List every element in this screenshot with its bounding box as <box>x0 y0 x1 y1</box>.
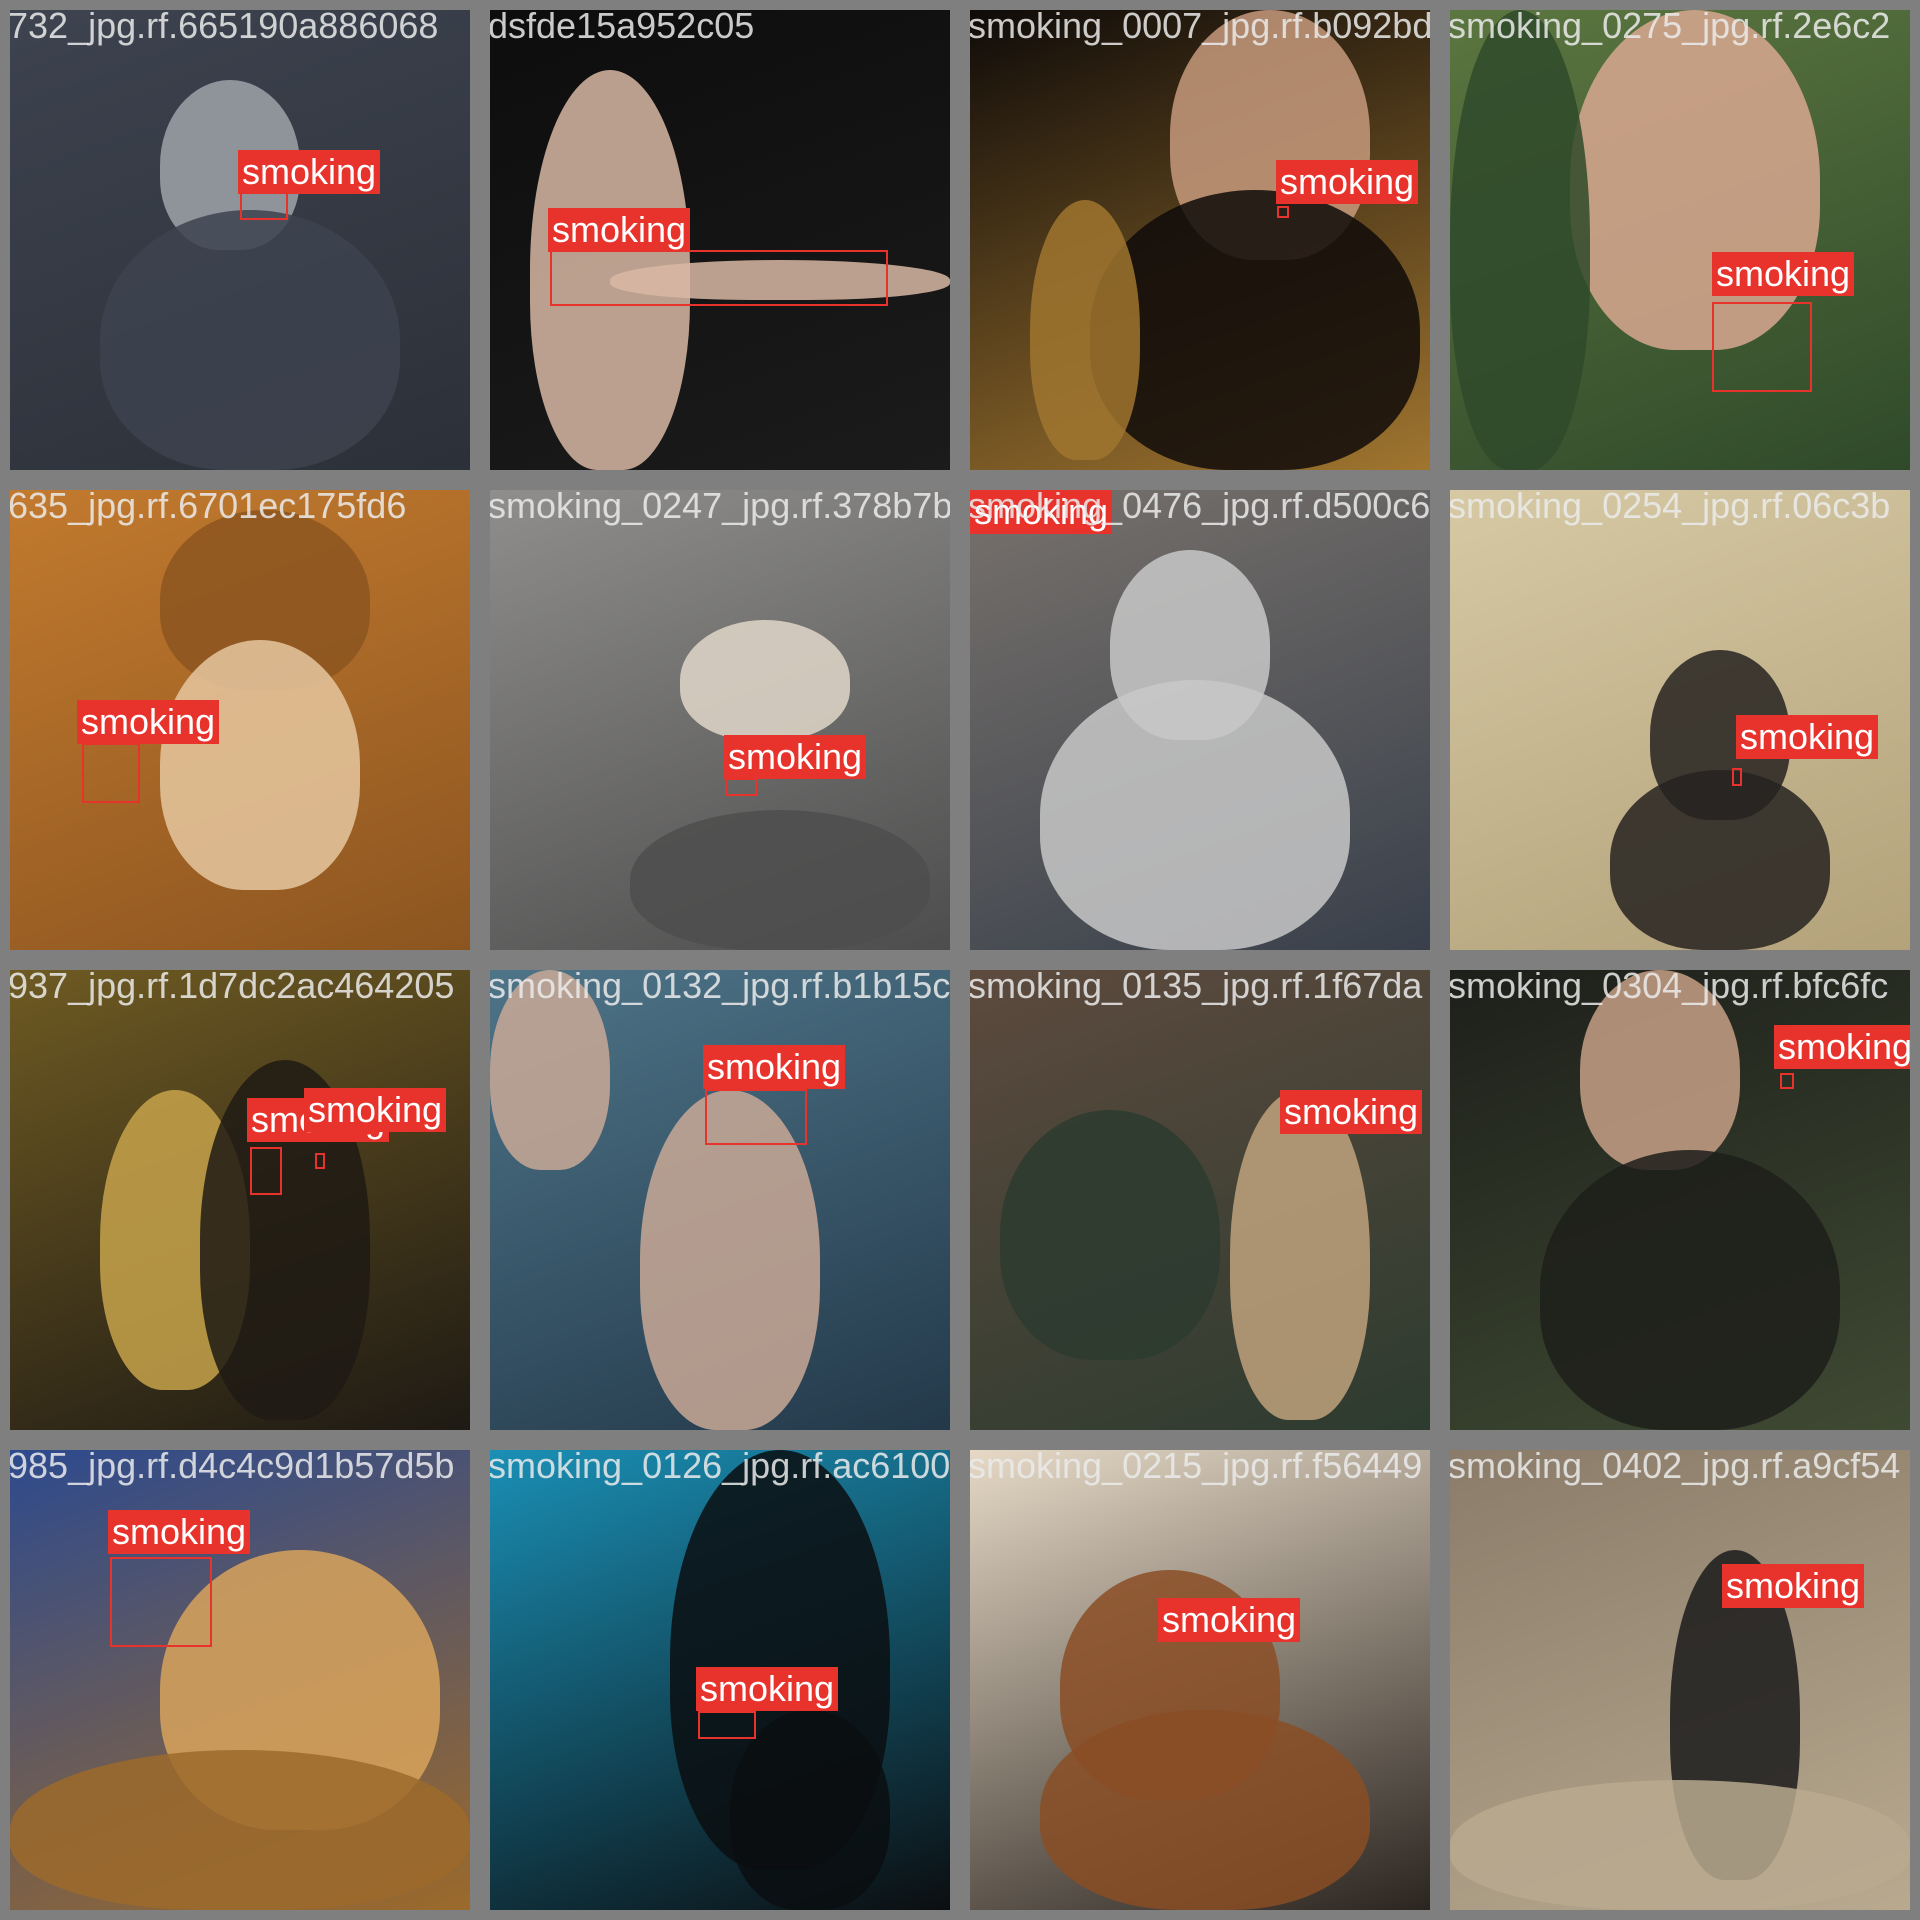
detection-box <box>550 250 888 306</box>
image-tile: smoking 732_jpg.rf.665190a886068 <box>10 10 470 470</box>
photo-region <box>610 260 950 300</box>
photo-region <box>1610 770 1830 950</box>
tile-photo <box>490 1450 950 1910</box>
photo-region <box>1450 1780 1910 1910</box>
detection-label: smoking <box>1280 1090 1423 1134</box>
tile-photo <box>970 1450 1430 1910</box>
photo-region <box>630 810 930 950</box>
detection-label: smoking <box>724 735 867 779</box>
image-tile: smoking 635_jpg.rf.6701ec175fd6 <box>10 490 470 950</box>
photo-region <box>1040 1710 1370 1910</box>
tile-photo <box>10 1450 470 1910</box>
tile-photo <box>490 490 950 950</box>
photo-region <box>1090 190 1420 470</box>
detection-label: smoking <box>1774 1025 1910 1069</box>
image-tile: smoking smoking_0007_jpg.rf.b092bd <box>970 10 1430 470</box>
detection-label: smoking <box>703 1045 846 1089</box>
image-tile: smoking smoking_0402_jpg.rf.a9cf54 <box>1450 1450 1910 1910</box>
detection-label: smoking <box>77 700 220 744</box>
detection-label: smoking <box>304 1088 447 1132</box>
detection-box <box>1712 302 1812 392</box>
tile-photo <box>1450 490 1910 950</box>
detection-box <box>1732 768 1742 786</box>
photo-region <box>490 970 610 1170</box>
detection-box <box>705 1089 807 1145</box>
detection-label: smoking <box>1158 1598 1301 1642</box>
photo-region <box>680 620 850 740</box>
photo-region <box>10 1750 470 1910</box>
detection-label: smoking <box>108 1510 251 1554</box>
image-tile: smoking smoking_0132_jpg.rf.b1b15c <box>490 970 950 1430</box>
photo-region <box>1000 1110 1220 1360</box>
image-tile: smoking smoking_0275_jpg.rf.2e6c2 <box>1450 10 1910 470</box>
image-tile: smoking smoking_0247_jpg.rf.378b7b <box>490 490 950 950</box>
tile-photo <box>1450 10 1910 470</box>
image-tile: smoking smoking_0135_jpg.rf.1f67da <box>970 970 1430 1430</box>
tile-photo <box>970 10 1430 470</box>
detection-label: smoking <box>1736 715 1879 759</box>
detection-box <box>698 1711 756 1739</box>
tile-photo <box>10 490 470 950</box>
detection-box <box>315 1153 325 1169</box>
photo-region <box>1230 1090 1370 1420</box>
detection-box <box>110 1557 212 1647</box>
tile-photo <box>10 10 470 470</box>
tile-photo <box>490 970 950 1430</box>
detection-box <box>250 1147 282 1195</box>
detection-label: smoking <box>1722 1564 1865 1608</box>
photo-region <box>1040 680 1350 950</box>
tile-photo <box>970 490 1430 950</box>
detection-box <box>1277 206 1289 218</box>
photo-region <box>1570 10 1820 350</box>
image-tile: smoking 985_jpg.rf.d4c4c9d1b57d5b <box>10 1450 470 1910</box>
image-tile: smoking smoking_0476_jpg.rf.d500c6 <box>970 490 1430 950</box>
detection-label: smoking <box>970 490 1113 534</box>
detection-label: smoking <box>238 150 381 194</box>
detection-box <box>82 743 140 803</box>
image-tile: smoking dsfde15a952c05 <box>490 10 950 470</box>
detection-label: smoking <box>696 1667 839 1711</box>
image-tile: smoking smoking_0304_jpg.rf.bfc6fc <box>1450 970 1910 1430</box>
tile-photo <box>10 970 470 1430</box>
image-tile: smoking smoking_0215_jpg.rf.f56449 <box>970 1450 1430 1910</box>
photo-region <box>1030 200 1140 460</box>
image-tile: smokingsmoking937_jpg.rf.1d7dc2ac464205 <box>10 970 470 1430</box>
photo-region <box>160 640 360 890</box>
detection-box <box>725 778 757 796</box>
photo-region <box>730 1710 890 1910</box>
photo-region <box>100 210 400 470</box>
image-tile: smoking smoking_0254_jpg.rf.06c3b <box>1450 490 1910 950</box>
photo-region <box>1580 970 1740 1170</box>
tile-photo <box>1450 1450 1910 1910</box>
tile-photo <box>970 970 1430 1430</box>
photo-region <box>1540 1150 1840 1430</box>
photo-region <box>640 1090 820 1430</box>
tile-photo <box>490 10 950 470</box>
image-tile: smoking smoking_0126_jpg.rf.ac6100 <box>490 1450 950 1910</box>
detection-box <box>1780 1073 1794 1089</box>
detection-label: smoking <box>548 208 691 252</box>
detection-label: smoking <box>1276 160 1419 204</box>
photo-region <box>1450 10 1590 470</box>
detection-label: smoking <box>1712 252 1855 296</box>
tile-photo <box>1450 970 1910 1430</box>
